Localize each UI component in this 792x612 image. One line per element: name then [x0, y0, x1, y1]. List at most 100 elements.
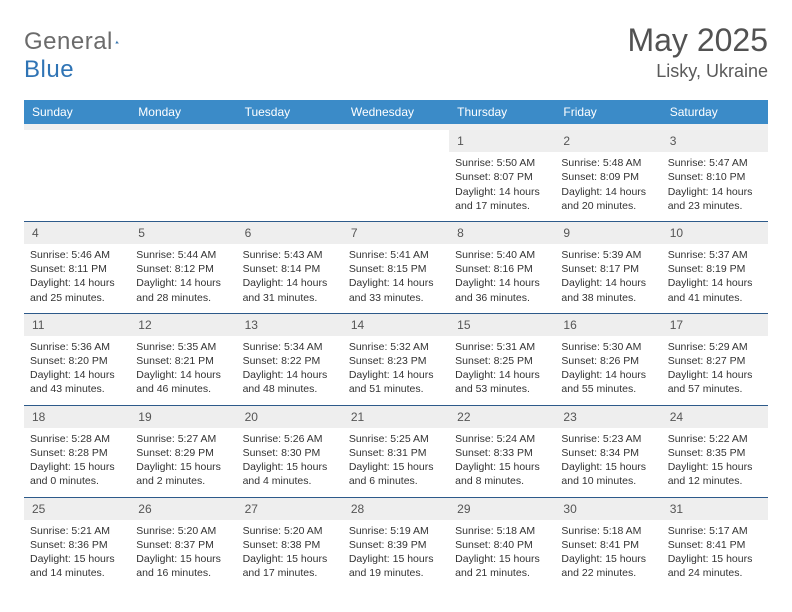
day-line: Sunrise: 5:22 AM [668, 432, 762, 446]
week-row: 11Sunrise: 5:36 AMSunset: 8:20 PMDayligh… [24, 313, 768, 405]
day-number: 24 [662, 406, 768, 428]
day-cell: 13Sunrise: 5:34 AMSunset: 8:22 PMDayligh… [237, 314, 343, 405]
day-line: Sunrise: 5:44 AM [136, 248, 230, 262]
weekday-label: Tuesday [237, 100, 343, 124]
day-cell: 22Sunrise: 5:24 AMSunset: 8:33 PMDayligh… [449, 406, 555, 497]
day-line: Daylight: 15 hours [455, 552, 549, 566]
day-cell: 23Sunrise: 5:23 AMSunset: 8:34 PMDayligh… [555, 406, 661, 497]
day-line: Sunset: 8:30 PM [243, 446, 337, 460]
day-body: Sunrise: 5:25 AMSunset: 8:31 PMDaylight:… [343, 428, 449, 497]
day-line: Sunrise: 5:37 AM [668, 248, 762, 262]
day-line: Sunrise: 5:17 AM [668, 524, 762, 538]
title-block: May 2025 Lisky, Ukraine [627, 22, 768, 82]
day-cell: 16Sunrise: 5:30 AMSunset: 8:26 PMDayligh… [555, 314, 661, 405]
day-line: Daylight: 14 hours [668, 185, 762, 199]
weekday-label: Monday [130, 100, 236, 124]
day-number: 26 [130, 498, 236, 520]
day-line: and 2 minutes. [136, 474, 230, 488]
day-body [237, 152, 343, 164]
day-number: 20 [237, 406, 343, 428]
day-line: Sunset: 8:28 PM [30, 446, 124, 460]
day-number [130, 130, 236, 152]
day-number [24, 130, 130, 152]
day-body: Sunrise: 5:35 AMSunset: 8:21 PMDaylight:… [130, 336, 236, 405]
day-line: Daylight: 15 hours [136, 552, 230, 566]
brand-name-b: Blue [24, 56, 74, 83]
day-body: Sunrise: 5:50 AMSunset: 8:07 PMDaylight:… [449, 152, 555, 221]
day-cell [130, 130, 236, 221]
day-line: Daylight: 14 hours [349, 368, 443, 382]
weekday-label: Friday [555, 100, 661, 124]
day-line: Sunset: 8:27 PM [668, 354, 762, 368]
day-line: Sunset: 8:12 PM [136, 262, 230, 276]
day-line: Sunset: 8:10 PM [668, 170, 762, 184]
day-line: Daylight: 15 hours [243, 552, 337, 566]
day-line: and 12 minutes. [668, 474, 762, 488]
day-cell: 10Sunrise: 5:37 AMSunset: 8:19 PMDayligh… [662, 222, 768, 313]
day-body [343, 152, 449, 164]
day-cell [237, 130, 343, 221]
day-line: Sunrise: 5:29 AM [668, 340, 762, 354]
day-number: 3 [662, 130, 768, 152]
day-body: Sunrise: 5:17 AMSunset: 8:41 PMDaylight:… [662, 520, 768, 589]
day-line: and 16 minutes. [136, 566, 230, 580]
day-body: Sunrise: 5:20 AMSunset: 8:38 PMDaylight:… [237, 520, 343, 589]
week-row: 4Sunrise: 5:46 AMSunset: 8:11 PMDaylight… [24, 221, 768, 313]
day-line: Sunset: 8:20 PM [30, 354, 124, 368]
day-cell: 27Sunrise: 5:20 AMSunset: 8:38 PMDayligh… [237, 498, 343, 589]
day-line: Daylight: 14 hours [349, 276, 443, 290]
day-line: Sunrise: 5:20 AM [243, 524, 337, 538]
day-body: Sunrise: 5:32 AMSunset: 8:23 PMDaylight:… [343, 336, 449, 405]
day-body: Sunrise: 5:28 AMSunset: 8:28 PMDaylight:… [24, 428, 130, 497]
day-number: 14 [343, 314, 449, 336]
day-cell: 12Sunrise: 5:35 AMSunset: 8:21 PMDayligh… [130, 314, 236, 405]
weekday-label: Saturday [662, 100, 768, 124]
day-cell: 6Sunrise: 5:43 AMSunset: 8:14 PMDaylight… [237, 222, 343, 313]
day-line: Daylight: 14 hours [136, 276, 230, 290]
day-line: Sunset: 8:19 PM [668, 262, 762, 276]
day-line: and 23 minutes. [668, 199, 762, 213]
day-line: Daylight: 15 hours [30, 460, 124, 474]
day-line: Daylight: 15 hours [136, 460, 230, 474]
day-line: Daylight: 15 hours [561, 552, 655, 566]
day-line: Daylight: 14 hours [243, 368, 337, 382]
day-cell: 21Sunrise: 5:25 AMSunset: 8:31 PMDayligh… [343, 406, 449, 497]
day-cell [343, 130, 449, 221]
day-cell: 20Sunrise: 5:26 AMSunset: 8:30 PMDayligh… [237, 406, 343, 497]
day-body: Sunrise: 5:22 AMSunset: 8:35 PMDaylight:… [662, 428, 768, 497]
day-line: Daylight: 15 hours [455, 460, 549, 474]
day-cell: 31Sunrise: 5:17 AMSunset: 8:41 PMDayligh… [662, 498, 768, 589]
day-line: Sunrise: 5:26 AM [243, 432, 337, 446]
weekday-header: Sunday Monday Tuesday Wednesday Thursday… [24, 100, 768, 124]
day-cell: 1Sunrise: 5:50 AMSunset: 8:07 PMDaylight… [449, 130, 555, 221]
day-body: Sunrise: 5:47 AMSunset: 8:10 PMDaylight:… [662, 152, 768, 221]
day-line: Sunset: 8:37 PM [136, 538, 230, 552]
day-line: Sunset: 8:23 PM [349, 354, 443, 368]
day-line: Daylight: 14 hours [561, 368, 655, 382]
day-line: Sunrise: 5:30 AM [561, 340, 655, 354]
day-line: Sunrise: 5:28 AM [30, 432, 124, 446]
day-line: and 20 minutes. [561, 199, 655, 213]
day-line: and 0 minutes. [30, 474, 124, 488]
day-line: and 4 minutes. [243, 474, 337, 488]
day-number: 13 [237, 314, 343, 336]
day-line: Sunset: 8:22 PM [243, 354, 337, 368]
day-line: Daylight: 14 hours [668, 276, 762, 290]
day-number: 6 [237, 222, 343, 244]
day-line: Sunrise: 5:21 AM [30, 524, 124, 538]
day-cell: 29Sunrise: 5:18 AMSunset: 8:40 PMDayligh… [449, 498, 555, 589]
day-line: Sunset: 8:31 PM [349, 446, 443, 460]
sail-icon [115, 31, 119, 53]
day-line: and 8 minutes. [455, 474, 549, 488]
day-number: 27 [237, 498, 343, 520]
day-line: Sunrise: 5:43 AM [243, 248, 337, 262]
day-body: Sunrise: 5:36 AMSunset: 8:20 PMDaylight:… [24, 336, 130, 405]
day-line: Sunset: 8:16 PM [455, 262, 549, 276]
day-line: Sunset: 8:15 PM [349, 262, 443, 276]
day-line: Sunset: 8:34 PM [561, 446, 655, 460]
day-number: 22 [449, 406, 555, 428]
day-line: Sunrise: 5:47 AM [668, 156, 762, 170]
day-line: Sunrise: 5:25 AM [349, 432, 443, 446]
day-line: Daylight: 14 hours [136, 368, 230, 382]
day-line: and 10 minutes. [561, 474, 655, 488]
